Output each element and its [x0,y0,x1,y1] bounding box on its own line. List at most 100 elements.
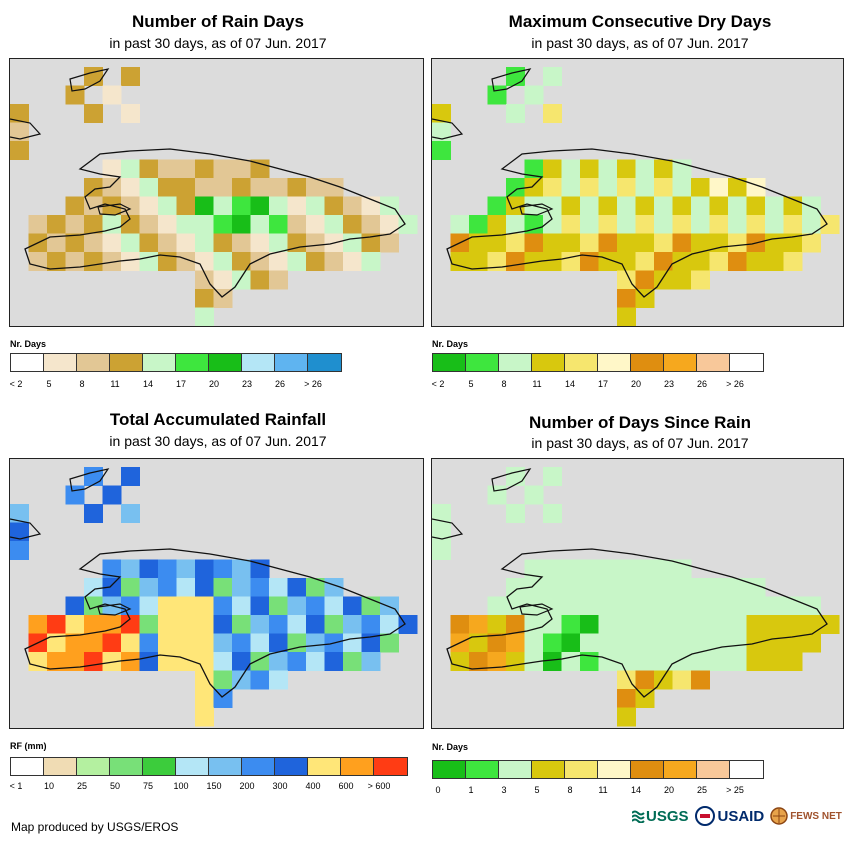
map-cell [139,578,159,597]
map-cell [287,633,307,653]
map-cell [691,596,710,616]
map-cell [28,615,48,634]
map-cell [691,178,710,197]
map-cell [728,596,747,616]
map-cell [269,670,288,690]
map-cell [65,596,85,616]
legend-label: 5 [46,379,52,389]
map-cell [65,233,85,253]
legend-label: 11 [598,785,608,795]
map-cell [543,578,562,597]
legend-label: 8 [79,379,85,389]
map-cell [524,85,544,105]
map-cell [617,307,636,326]
map-cell [269,270,288,290]
map-cell [765,615,784,634]
map-cell [783,633,803,653]
map-cell [450,615,470,634]
map-cell [672,670,692,690]
map-cell [158,578,177,597]
map-cell [65,215,85,234]
legend-label: 11 [532,379,542,389]
map-cell [102,233,122,253]
map-cell [10,141,29,160]
map-cell [139,596,159,616]
map-cell [506,596,525,616]
map-cell [10,541,29,560]
legend-swatch [143,354,176,371]
map-cell [176,578,196,597]
legend-swatch [143,758,176,775]
map-cell [250,633,270,653]
map-cell [47,252,66,271]
legend-swatch [374,758,407,775]
map-cell [47,215,66,234]
map-cell [213,670,233,690]
legend-label: 3 [501,785,507,795]
map-cell [250,559,270,579]
map-cell [709,578,729,597]
map-cell [709,596,729,616]
map-cell [487,633,507,653]
map-cell [746,596,766,616]
map-cell [709,215,729,234]
map-cell [728,196,747,216]
map-cell [65,652,85,671]
map-cell [213,615,233,634]
map-cell [195,270,214,290]
map-cell [213,270,233,290]
coastline-outline [432,68,532,140]
map-cell [84,67,103,86]
map-cell [139,559,159,579]
map-cell [232,252,251,271]
map-cell [343,652,362,671]
map-cell [195,578,214,597]
map-cell [580,559,599,579]
map-cell [691,578,710,597]
map-cell [635,633,655,653]
map-cell [765,196,784,216]
map-cell [561,215,581,234]
map-cell [121,252,140,271]
legend-swatch [44,354,77,371]
map-cell [213,252,233,271]
map-cell [709,633,729,653]
map-cell [287,578,307,597]
map-cell [269,596,288,616]
map-cell [469,652,488,671]
map-cell [672,215,692,234]
map-cell [158,633,177,653]
map-cell [306,596,325,616]
map-cell [158,196,177,216]
map-cell [672,252,692,271]
legend-swatch [565,354,598,371]
legend-swatch [308,758,341,775]
map-cell [450,652,470,671]
map-cell [432,522,451,542]
map-cell [617,289,636,308]
map-cell [380,633,399,653]
map-cell [617,178,636,197]
map-cell [176,615,196,634]
map-cell [287,215,307,234]
map-cell [617,233,636,253]
legend-swatch [631,761,664,778]
map-cell [672,652,692,671]
legend-swatch [730,761,763,778]
map-cell [121,504,140,523]
map-cell [250,578,270,597]
map-cell [654,559,673,579]
map-cell [580,159,599,179]
legend-label: 10 [43,781,55,791]
map-cell [213,633,233,653]
map-cell [102,215,122,234]
map-cell [524,178,544,197]
panel-subtitle: in past 30 days, as of 07 Jun. 2017 [109,433,327,449]
map-cell [802,596,821,616]
map-cell [580,196,599,216]
map-cell [432,122,451,142]
map-cell [635,178,655,197]
coastline-outline [97,603,132,616]
map-cell [28,215,48,234]
map-cell [709,178,729,197]
